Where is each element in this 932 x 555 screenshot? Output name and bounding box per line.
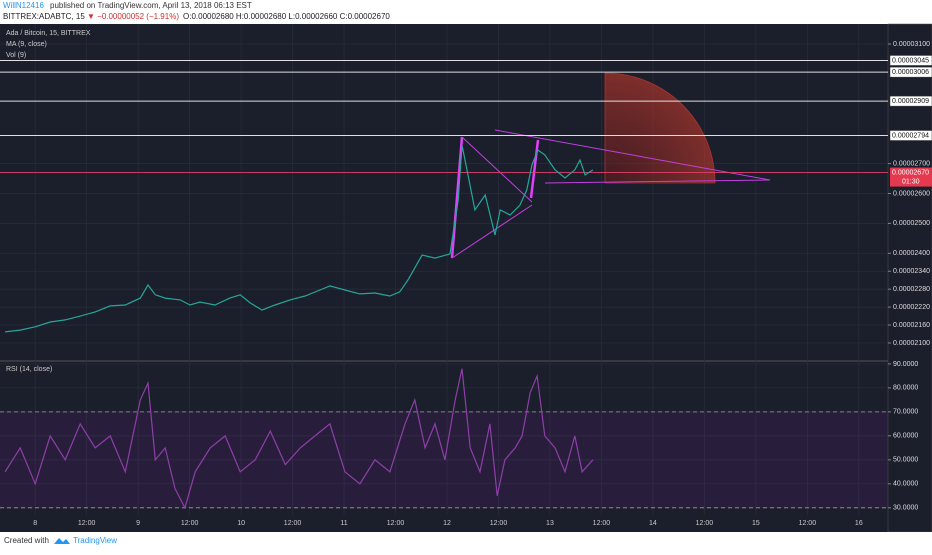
footer-bg — [0, 532, 932, 550]
brand[interactable]: TradingView — [73, 536, 117, 545]
y-tick-label: 0.00002700 — [893, 160, 930, 167]
x-tick-label: 12 — [443, 520, 451, 527]
x-tick-label: 12:00 — [593, 520, 611, 527]
x-tick-label: 12:00 — [181, 520, 199, 527]
drawings — [450, 72, 771, 259]
ohlc: O:0.00002680 H:0.00002680 L:0.00002660 C… — [183, 12, 390, 21]
y-tick-label: 0.00002100 — [893, 340, 930, 347]
indicator-label: Vol (9) — [6, 52, 26, 59]
y-tick-label: 30.0000 — [893, 505, 918, 512]
x-tick-label: 12:00 — [696, 520, 714, 527]
y-tick-label: 40.0000 — [893, 481, 918, 488]
impulse-line — [450, 136, 464, 259]
x-tick-label: 12:00 — [387, 520, 405, 527]
x-tick-label: 10 — [237, 520, 245, 527]
author[interactable]: WillN12416 — [3, 1, 44, 10]
x-tick-label: 9 — [136, 520, 140, 527]
y-tick-label: 60.0000 — [893, 433, 918, 440]
y-tick-label: 0.00002400 — [893, 250, 930, 257]
y-tick-label: 0.00002600 — [893, 190, 930, 197]
x-tick-label: 13 — [546, 520, 554, 527]
y-tick-label: 0.00002280 — [893, 286, 930, 293]
x-tick-label: 12:00 — [78, 520, 96, 527]
level-label: 0.00002794 — [892, 132, 929, 139]
x-tick-label: 16 — [855, 520, 863, 527]
level-label: 0.00003045 — [892, 57, 929, 64]
countdown: 01:30 — [902, 178, 920, 185]
trend-line — [461, 136, 533, 203]
y-tick-label: 0.00002220 — [893, 304, 930, 311]
change: ▼ −0.00000052 (−1.91%) — [87, 12, 179, 21]
published: published on TradingView.com, April 13, … — [50, 1, 252, 10]
header-bg — [0, 0, 932, 24]
x-tick-label: 12:00 — [284, 520, 302, 527]
y-tick-label: 0.00003100 — [893, 41, 930, 48]
trend-line — [544, 179, 771, 184]
y-tick-label: 80.0000 — [893, 385, 918, 392]
y-tick-label: 0.00002340 — [893, 268, 930, 275]
price-axis-bg — [887, 23, 932, 533]
level-label-box — [889, 130, 932, 141]
y-tick-label: 70.0000 — [893, 409, 918, 416]
brand-logo — [54, 538, 70, 544]
y-tick-label: 90.0000 — [893, 361, 918, 368]
x-tick-label: 14 — [649, 520, 657, 527]
rsi-title: RSI (14, close) — [6, 366, 52, 373]
x-tick-label: 11 — [340, 520, 347, 527]
rsi-band — [0, 411, 888, 508]
footer-text: Created with — [4, 536, 49, 545]
y-tick-label: 50.0000 — [893, 457, 918, 464]
level-label: 0.00003006 — [892, 69, 929, 76]
trend-line — [451, 204, 533, 259]
x-tick-label: 15 — [752, 520, 760, 527]
last-price-label: 0.00002670 — [892, 169, 929, 176]
level-label-box — [889, 95, 932, 107]
indicator-label: MA (9, close) — [6, 41, 47, 48]
y-tick-label: 0.00002160 — [893, 322, 930, 329]
impulse-line — [529, 139, 540, 199]
y-tick-label: 0.00002500 — [893, 220, 930, 227]
level-label: 0.00002909 — [892, 98, 929, 105]
trend-line — [494, 129, 771, 181]
x-tick-label: 8 — [33, 520, 37, 527]
series-line — [4, 368, 594, 510]
symbol: BITTREX:ADABTC, 15 — [3, 12, 85, 21]
level-label-box — [889, 55, 932, 66]
grid — [0, 24, 888, 515]
chart-bg — [0, 24, 932, 532]
x-tick-label: 12:00 — [490, 520, 508, 527]
series-line — [5, 144, 594, 333]
plot — [0, 59, 888, 510]
last-price-box — [890, 167, 932, 187]
level-label-box — [889, 66, 932, 78]
x-tick-label: 12:00 — [799, 520, 817, 527]
price-title: Ada / Bitcoin, 15, BITTREX — [6, 30, 91, 37]
